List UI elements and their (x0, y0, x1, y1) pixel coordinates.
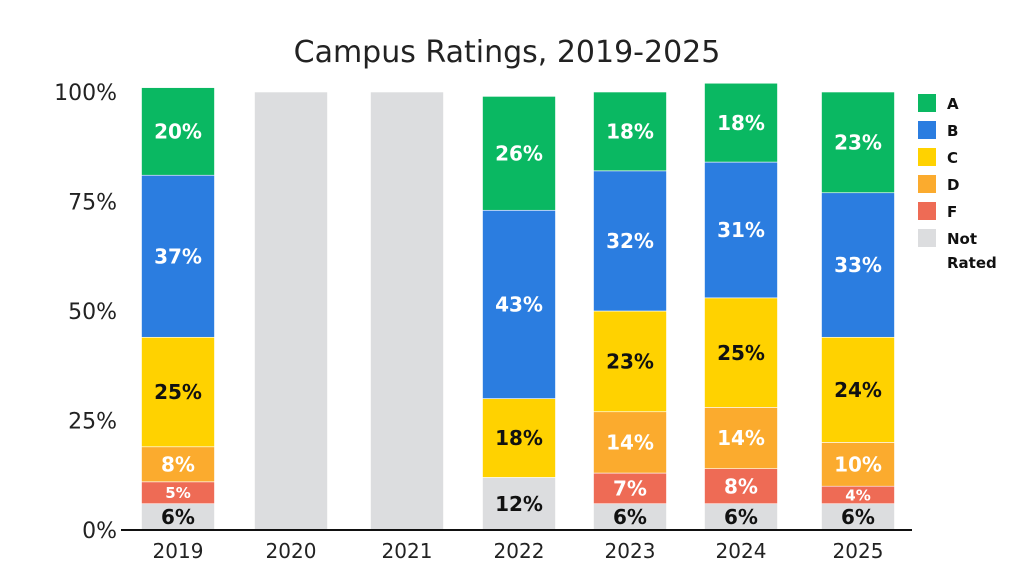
bar-segment-d-2025 (821, 442, 895, 487)
x-tick-label: 2019 (153, 539, 204, 563)
data-label: 8% (724, 474, 758, 498)
legend-swatch-b (918, 121, 936, 139)
data-label: 25% (717, 341, 765, 365)
x-tick-label: 2022 (494, 539, 545, 563)
legend-swatch-not-rated (918, 229, 936, 247)
data-label: 33% (834, 253, 882, 277)
bar-segment-not-rated-2025 (821, 503, 895, 531)
data-label: 20% (154, 120, 202, 144)
x-tick-label: 2021 (382, 539, 433, 563)
legend-swatch-f (918, 202, 936, 220)
x-tick-label: 2024 (716, 539, 767, 563)
x-axis: 2019 2020 2021 2022 2023 2024 2025 (153, 539, 884, 563)
legend-swatch-d (918, 175, 936, 193)
bar-segment-a-2024 (704, 82, 778, 163)
bar-segment-b-2019 (141, 174, 215, 338)
data-label: 5% (165, 484, 190, 502)
bar-segment-c-2019 (141, 336, 215, 448)
legend-label: A (947, 95, 959, 113)
bar-segment-not-rated-2020 (254, 91, 328, 531)
x-tick-label: 2020 (266, 539, 317, 563)
data-label: 18% (606, 120, 654, 144)
data-label: 6% (161, 505, 195, 529)
bars: 6% 5% 8% 25% 37% 20% 12% 18% 43% 26% 6% 7% 14% 23% 32%… (141, 82, 895, 531)
bar-segment-b-2025 (821, 192, 895, 338)
bar-segment-a-2025 (821, 91, 895, 194)
data-label: 8% (161, 453, 195, 477)
legend-label: Not (947, 230, 977, 248)
bar-segment-b-2023 (593, 170, 667, 312)
bar-segment-a-2019 (141, 87, 215, 176)
bar-segment-not-rated-2021 (370, 91, 444, 531)
data-label: 6% (724, 505, 758, 529)
data-label: 24% (834, 378, 882, 402)
data-label: 43% (495, 293, 543, 317)
x-tick-label: 2023 (605, 539, 656, 563)
data-label: 32% (606, 229, 654, 253)
y-tick-label: 0% (82, 519, 117, 544)
bar-segment-c-2022 (482, 398, 556, 478)
data-label: 7% (613, 477, 647, 501)
legend-label: Rated (947, 254, 997, 272)
chart-title: Campus Ratings, 2019-2025 (294, 35, 721, 70)
data-label: 37% (154, 244, 202, 268)
data-label: 4% (845, 486, 870, 504)
y-tick-label: 25% (68, 410, 117, 435)
legend-label: F (947, 203, 957, 221)
data-label: 6% (841, 505, 875, 529)
data-label: 12% (495, 492, 543, 516)
bar-segment-not-rated-2019 (141, 503, 215, 531)
data-label: 26% (495, 142, 543, 166)
legend-label: D (947, 176, 959, 194)
data-label: 23% (606, 350, 654, 374)
bar-segment-d-2024 (704, 407, 778, 469)
data-label: 14% (717, 426, 765, 450)
data-label: 18% (495, 426, 543, 450)
bar-segment-d-2023 (593, 411, 667, 474)
legend-swatch-c (918, 148, 936, 166)
y-tick-label: 75% (68, 191, 117, 216)
data-label: 18% (717, 111, 765, 135)
bar-segment-f-2024 (704, 468, 778, 505)
bar-segment-a-2022 (482, 96, 556, 211)
bar-segment-b-2022 (482, 209, 556, 399)
bar-segment-not-rated-2024 (704, 503, 778, 531)
y-tick-label: 100% (54, 81, 117, 106)
bar-segment-b-2024 (704, 161, 778, 299)
data-label: 23% (834, 131, 882, 155)
data-label: 31% (717, 218, 765, 242)
bar-segment-a-2023 (593, 91, 667, 172)
bar-segment-c-2024 (704, 297, 778, 408)
data-label: 14% (606, 431, 654, 455)
bar-segment-c-2023 (593, 310, 667, 413)
y-tick-label: 50% (68, 300, 117, 325)
data-label: 10% (834, 453, 882, 477)
x-tick-label: 2025 (833, 539, 884, 563)
legend-label: C (947, 149, 958, 167)
y-axis: 0% 25% 50% 75% 100% (54, 81, 117, 544)
legend-label: B (947, 122, 958, 140)
data-label: 25% (154, 380, 202, 404)
data-label: 6% (613, 505, 647, 529)
legend-swatch-a (918, 94, 936, 112)
bar-segment-f-2023 (593, 472, 667, 505)
